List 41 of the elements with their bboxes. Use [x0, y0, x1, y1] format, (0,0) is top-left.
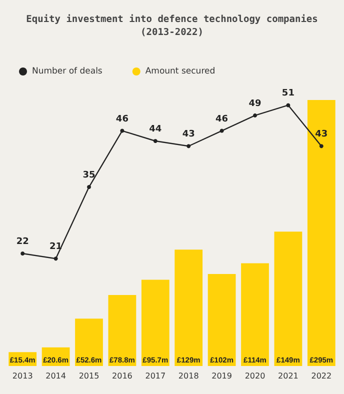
- x-tick-label: 2021: [278, 372, 298, 380]
- x-tick-label: 2015: [78, 372, 100, 380]
- point: [186, 144, 191, 148]
- data-label: 46: [116, 114, 128, 124]
- data-label: 22: [16, 237, 29, 248]
- point: [120, 128, 124, 133]
- point: [54, 256, 58, 261]
- point: [153, 139, 158, 144]
- point: [286, 103, 290, 108]
- data-label: 49: [248, 98, 262, 109]
- bar: [75, 318, 103, 366]
- bar: [108, 294, 136, 366]
- bar: [241, 263, 269, 366]
- data-label: 43: [315, 130, 328, 140]
- point: [220, 128, 224, 133]
- bar: [274, 232, 302, 366]
- data-label: 43: [182, 130, 195, 140]
- chart-title: Equity investment into defence technology companies (2013-2022): [26, 14, 318, 38]
- point: [20, 252, 25, 256]
- x-tick-label: 2017: [145, 372, 166, 380]
- x-tick-label: 2013: [12, 372, 33, 380]
- data-label: 35: [82, 170, 96, 181]
- bar: [141, 280, 170, 366]
- data-label: 51: [282, 88, 294, 99]
- bar: [208, 274, 236, 366]
- point: [87, 185, 91, 190]
- bar: [307, 100, 336, 366]
- data-label: 46: [216, 114, 228, 124]
- legend-label: Amount secured: [145, 66, 216, 76]
- x-tick-label: 2014: [46, 372, 66, 380]
- x-tick-label: 2019: [212, 372, 232, 380]
- point: [319, 144, 324, 148]
- x-tick-label: 2022: [311, 372, 332, 380]
- data-label: 44: [149, 124, 162, 135]
- x-tick-label: 2018: [178, 372, 199, 380]
- point: [253, 113, 257, 118]
- legend-label: Number of deals: [32, 66, 103, 76]
- bar: [174, 250, 203, 366]
- x-tick-label: 2016: [112, 372, 132, 380]
- data-label: 21: [50, 242, 62, 252]
- x-tick-label: 2020: [244, 372, 266, 380]
